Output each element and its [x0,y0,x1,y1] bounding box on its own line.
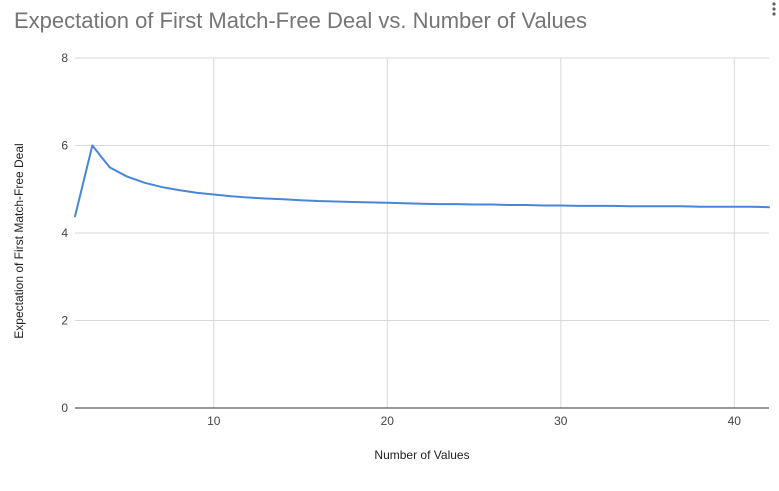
y-tick-label: 2 [61,314,68,328]
x-tick-label: 20 [381,414,395,428]
chart-title: Expectation of First Match-Free Deal vs.… [14,8,588,33]
y-tick-label: 0 [61,401,68,415]
tick-labels: 0 2 4 6 8 10 20 30 40 [61,51,741,428]
series-points [72,143,772,220]
y-tick-label: 4 [61,226,68,240]
series-layer [72,143,772,220]
y-tick-label: 6 [61,139,68,153]
y-tick-label: 8 [61,51,68,65]
series-line[interactable] [74,144,770,218]
x-tick-label: 10 [207,414,221,428]
x-tick-label: 30 [554,414,568,428]
kebab-menu-icon[interactable] [771,2,777,16]
x-axis-label: Number of Values [374,448,469,462]
grid-lines [75,57,769,408]
x-tick-label: 40 [728,414,742,428]
y-axis-label: Expectation of First Match-Free Deal [12,143,26,338]
